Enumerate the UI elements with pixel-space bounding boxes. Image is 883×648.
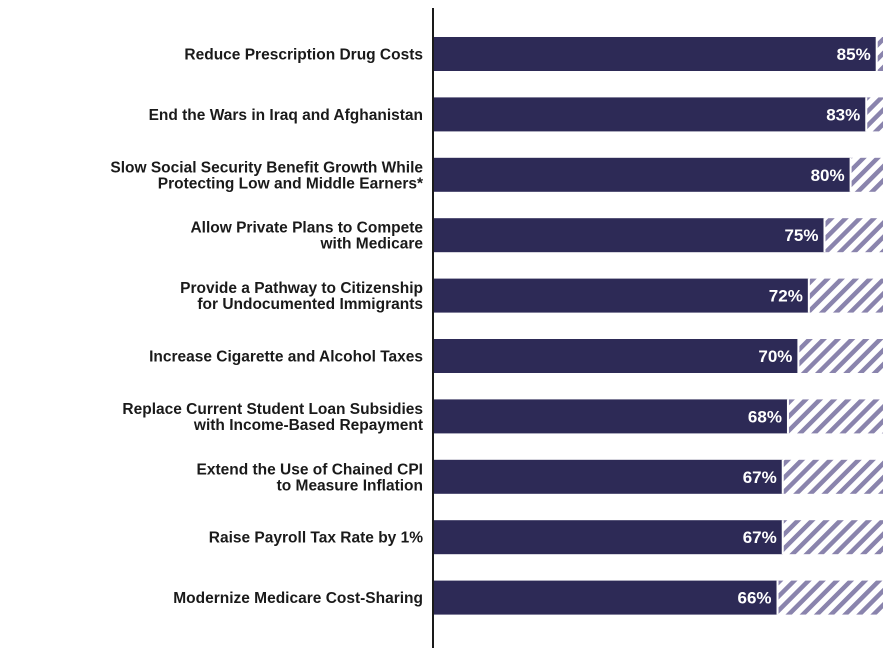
category-label-line: with Income-Based Repayment bbox=[193, 417, 423, 434]
data-label: 70% bbox=[758, 347, 792, 366]
category-label-line: to Measure Inflation bbox=[277, 477, 423, 494]
bar-remainder bbox=[777, 580, 883, 615]
bar bbox=[433, 97, 867, 132]
bar-remainder bbox=[876, 37, 883, 71]
bar bbox=[433, 580, 778, 615]
category-label-line: Provide a Pathway to Citizenship bbox=[180, 280, 423, 297]
category-label: Provide a Pathway to Citizenship for Undo… bbox=[180, 280, 423, 313]
category-label: End the Wars in Iraq and Afghanistan bbox=[149, 107, 423, 124]
data-label: 72% bbox=[769, 287, 803, 306]
category-label: Modernize Medicare Cost-Sharing bbox=[173, 590, 423, 607]
category-labels-group: Reduce Prescription Drug Costs End the Wa… bbox=[110, 47, 424, 608]
bar-remainder bbox=[850, 157, 883, 192]
data-label: 68% bbox=[748, 407, 782, 426]
category-label: Allow Private Plans to Compete with Medic… bbox=[190, 220, 423, 253]
category-label-line: Protecting Low and Middle Earners* bbox=[158, 175, 424, 192]
data-label: 83% bbox=[826, 105, 860, 124]
data-label: 85% bbox=[837, 45, 871, 64]
bar-remainder bbox=[824, 218, 883, 253]
category-label-line: Allow Private Plans to Compete bbox=[190, 220, 423, 237]
category-label-line: Slow Social Security Benefit Growth Whil… bbox=[110, 159, 423, 176]
bar-remainder bbox=[798, 339, 883, 373]
category-label-line: End the Wars in Iraq and Afghanistan bbox=[149, 107, 423, 124]
category-label: Increase Cigarette and Alcohol Taxes bbox=[149, 349, 423, 366]
category-label: Raise Payroll Tax Rate by 1% bbox=[209, 530, 423, 547]
bar-remainder bbox=[782, 459, 883, 494]
category-label-line: Modernize Medicare Cost-Sharing bbox=[173, 590, 423, 607]
data-label: 66% bbox=[737, 589, 771, 608]
category-label-line: Increase Cigarette and Alcohol Taxes bbox=[149, 349, 423, 366]
category-label-line: Raise Payroll Tax Rate by 1% bbox=[209, 530, 423, 547]
bar bbox=[433, 399, 788, 434]
data-label: 75% bbox=[784, 226, 818, 245]
category-label-line: Replace Current Student Loan Subsidies bbox=[122, 401, 423, 418]
bar-remainder bbox=[866, 97, 883, 132]
bar bbox=[433, 459, 783, 494]
category-label: Replace Current Student Loan Subsidies wi… bbox=[122, 401, 423, 434]
bar bbox=[433, 339, 799, 373]
bar-remainder bbox=[787, 399, 883, 434]
bar bbox=[433, 218, 825, 253]
category-label-line: for Undocumented Immigrants bbox=[197, 296, 423, 313]
bar-remainder bbox=[808, 278, 883, 313]
category-label: Extend the Use of Chained CPI to Measure … bbox=[196, 461, 423, 494]
bar bbox=[433, 37, 877, 71]
data-label: 67% bbox=[743, 528, 777, 547]
bar bbox=[433, 520, 783, 555]
category-label: Slow Social Security Benefit Growth Whil… bbox=[110, 159, 424, 192]
category-label: Reduce Prescription Drug Costs bbox=[184, 47, 423, 64]
category-label-line: Extend the Use of Chained CPI bbox=[196, 461, 423, 478]
category-label-line: Reduce Prescription Drug Costs bbox=[184, 47, 423, 64]
category-label-line: with Medicare bbox=[320, 236, 424, 253]
data-label: 80% bbox=[811, 166, 845, 185]
data-label: 67% bbox=[743, 468, 777, 487]
bars-group: 85% 83% 80% 75% 72% 70% 68% 67% 67% 66% bbox=[433, 37, 883, 615]
bar bbox=[433, 157, 851, 192]
bar bbox=[433, 278, 809, 313]
bar-remainder bbox=[782, 520, 883, 555]
